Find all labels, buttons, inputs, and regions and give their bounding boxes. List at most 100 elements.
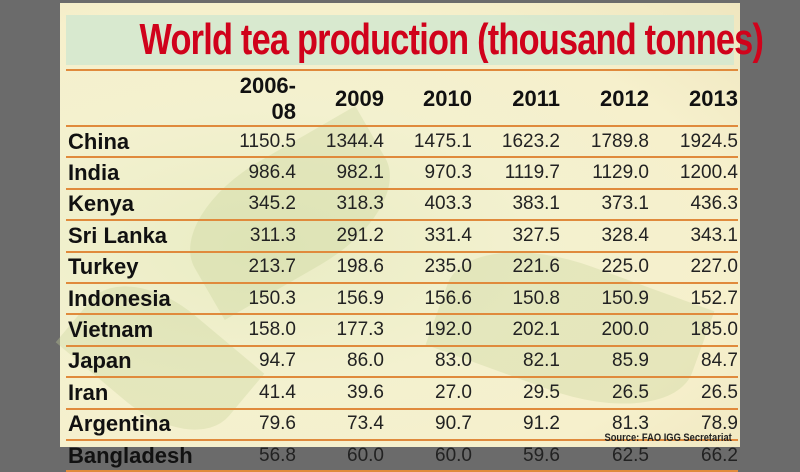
column-header: 2010 [423, 86, 472, 111]
table-row: China 1150.5 1344.4 1475.1 1623.2 1789.8 1924.… [66, 124, 738, 158]
table-cell: 60.0 [384, 438, 472, 472]
header-corner [66, 73, 216, 126]
table-cell: 56.8 [216, 438, 296, 472]
table-cell: 26.5 [649, 376, 738, 409]
table-cell: 1623.2 [472, 124, 560, 158]
country-label: Kenya [66, 187, 216, 221]
country-label: Iran [66, 376, 216, 409]
table-cell: 83.0 [384, 344, 472, 378]
table-cell: 202.1 [472, 313, 560, 346]
table-cell: 343.1 [649, 219, 738, 252]
table-cell: 150.8 [472, 281, 560, 315]
table-cell: 177.3 [296, 313, 384, 346]
table-cell: 62.5 [560, 438, 649, 472]
table-cell: 1150.5 [216, 124, 296, 158]
table-cell: 291.2 [296, 219, 384, 252]
table-cell: 235.0 [384, 250, 472, 283]
table-cell: 85.9 [560, 344, 649, 378]
table-cell: 213.7 [216, 250, 296, 283]
table-row: Bangladesh 56.8 60.0 60.0 59.6 62.5 66.2 [66, 438, 738, 472]
table-cell: 91.2 [472, 407, 560, 440]
header-row: 2006-08 2009 2010 2011 2012 2013 [66, 73, 738, 126]
data-table: 2006-08 2009 2010 2011 2012 2013 China 1150.5 1… [66, 73, 738, 472]
table-cell: 26.5 [560, 376, 649, 409]
table-cell: 1924.5 [649, 124, 738, 158]
table-cell: 84.7 [649, 344, 738, 378]
column-header: 2012 [600, 86, 649, 111]
country-label: Japan [66, 344, 216, 378]
table-cell: 29.5 [472, 376, 560, 409]
column-header: 2013 [689, 86, 738, 111]
table-cell: 1344.4 [296, 124, 384, 158]
table-cell: 185.0 [649, 313, 738, 346]
table-cell: 156.6 [384, 281, 472, 315]
column-header: 2009 [335, 86, 384, 111]
country-label: China [66, 124, 216, 158]
table-cell: 86.0 [296, 344, 384, 378]
table-cell: 152.7 [649, 281, 738, 315]
table-cell: 1200.4 [649, 156, 738, 189]
table-cell: 39.6 [296, 376, 384, 409]
table-cell: 27.0 [384, 376, 472, 409]
table-cell: 158.0 [216, 313, 296, 346]
table-cell: 331.4 [384, 219, 472, 252]
table-cell: 90.7 [384, 407, 472, 440]
table-row: India 986.4 982.1 970.3 1119.7 1129.0 1200.4 [66, 156, 738, 189]
country-label: Vietnam [66, 313, 216, 346]
table-cell: 327.5 [472, 219, 560, 252]
table-cell: 345.2 [216, 187, 296, 221]
table-cell: 73.4 [296, 407, 384, 440]
table-cell: 94.7 [216, 344, 296, 378]
country-label: Bangladesh [66, 438, 216, 472]
table-cell: 383.1 [472, 187, 560, 221]
table-cell: 66.2 [649, 438, 738, 472]
chart-title: World tea production (thousand tonnes) [139, 15, 764, 64]
table-cell: 150.9 [560, 281, 649, 315]
table-cell: 192.0 [384, 313, 472, 346]
table-cell: 156.9 [296, 281, 384, 315]
table-cell: 436.3 [649, 187, 738, 221]
table-cell: 82.1 [472, 344, 560, 378]
country-label: Sri Lanka [66, 219, 216, 252]
column-header: 2006-08 [239, 73, 296, 124]
table-row: Argentina 79.6 73.4 90.7 91.2 81.3 78.9 [66, 407, 738, 440]
table-row: Kenya 345.2 318.3 403.3 383.1 373.1 436.3 [66, 187, 738, 221]
column-header: 2011 [512, 86, 560, 111]
country-label: Indonesia [66, 281, 216, 315]
country-label: India [66, 156, 216, 189]
table-cell: 1119.7 [472, 156, 560, 189]
table-cell: 328.4 [560, 219, 649, 252]
table-cell: 78.9 [649, 407, 738, 440]
table-cell: 318.3 [296, 187, 384, 221]
divider [66, 69, 738, 71]
table-cell: 221.6 [472, 250, 560, 283]
table-cell: 60.0 [296, 438, 384, 472]
source-note: Source: FAO IGG Secretariat [604, 432, 732, 444]
table-cell: 81.3 [560, 407, 649, 440]
table-row: Sri Lanka 311.3 291.2 331.4 327.5 328.4 343.1 [66, 219, 738, 252]
table-cell: 1475.1 [384, 124, 472, 158]
table-cell: 41.4 [216, 376, 296, 409]
table-cell: 200.0 [560, 313, 649, 346]
table-cell: 79.6 [216, 407, 296, 440]
table-row: Indonesia 150.3 156.9 156.6 150.8 150.9 152.7 [66, 281, 738, 315]
table-cell: 227.0 [649, 250, 738, 283]
table-cell: 225.0 [560, 250, 649, 283]
table-cell: 403.3 [384, 187, 472, 221]
table-cell: 311.3 [216, 219, 296, 252]
table-cell: 59.6 [472, 438, 560, 472]
table-cell: 982.1 [296, 156, 384, 189]
table-cell: 1129.0 [560, 156, 649, 189]
table-cell: 1789.8 [560, 124, 649, 158]
table-cell: 373.1 [560, 187, 649, 221]
table-cell: 198.6 [296, 250, 384, 283]
table-row: Japan 94.7 86.0 83.0 82.1 85.9 84.7 [66, 344, 738, 378]
country-label: Argentina [66, 407, 216, 440]
table-row: Iran 41.4 39.6 27.0 29.5 26.5 26.5 [66, 376, 738, 409]
table-cell: 986.4 [216, 156, 296, 189]
title-band [66, 15, 734, 65]
table-cell: 970.3 [384, 156, 472, 189]
country-label: Turkey [66, 250, 216, 283]
table-cell: 150.3 [216, 281, 296, 315]
infographic-panel: World tea production (thousand tonnes) 2… [55, 3, 764, 472]
